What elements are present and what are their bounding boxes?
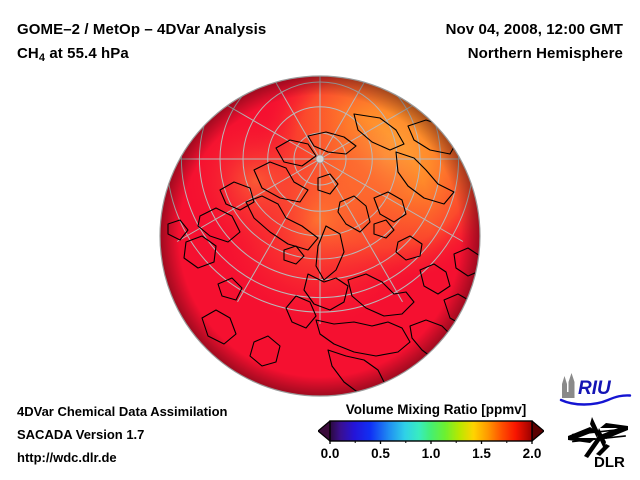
species-level: at 55.4 hPa [45, 45, 129, 62]
footer-line-url[interactable]: http://wdc.dlr.de [17, 450, 117, 465]
riu-wordmark: RIU [578, 378, 612, 399]
orthographic-projection-svg [159, 75, 481, 397]
footer-line-version: SACADA Version 1.7 [17, 427, 145, 442]
north-pole-marker [315, 154, 325, 164]
region-label: Northern Hemisphere [467, 45, 623, 62]
dlr-logo: DLR [566, 414, 632, 472]
riu-logo: RIU [558, 372, 634, 406]
colorbar-minor-ticks [354, 441, 508, 443]
footer-line-assimilation: 4DVar Chemical Data Assimilation [17, 404, 228, 419]
colorbar-low-arrow [318, 420, 331, 442]
dlr-wordmark: DLR [594, 454, 625, 471]
species-prefix: CH [17, 45, 39, 62]
species-label: CH4 at 55.4 hPa [17, 45, 129, 64]
colorbar-tick-3: 1.5 [472, 446, 491, 461]
cathedral-towers-icon [562, 373, 575, 398]
page-title: GOME–2 / MetOp – 4DVar Analysis [17, 21, 267, 38]
colorbar-tick-0: 0.0 [320, 446, 340, 461]
colorbar-tick-4: 2.0 [522, 446, 542, 461]
globe-map [158, 74, 482, 398]
colorbar-ticks [329, 441, 533, 444]
globe-limb-shading [160, 76, 480, 396]
colorbar-tick-1: 0.5 [371, 446, 390, 461]
colorbar-tick-2: 1.0 [421, 446, 441, 461]
colorbar [318, 418, 544, 444]
timestamp-label: Nov 04, 2008, 12:00 GMT [445, 21, 623, 38]
dlr-propeller-icon [568, 417, 628, 458]
riu-swoosh-icon [559, 394, 632, 406]
colorbar-svg [318, 420, 544, 444]
colorbar-tick-labels: 0.0 0.5 1.0 1.5 2.0 [310, 446, 552, 464]
species-subscript: 4 [38, 52, 46, 64]
globe-limb [159, 75, 481, 397]
riu-logo-svg: RIU [559, 373, 632, 406]
colorbar-high-arrow [531, 420, 544, 442]
colorbar-gradient [330, 421, 532, 441]
dlr-logo-svg: DLR [568, 417, 628, 471]
colorbar-title: Volume Mixing Ratio [ppmv] [345, 402, 527, 417]
